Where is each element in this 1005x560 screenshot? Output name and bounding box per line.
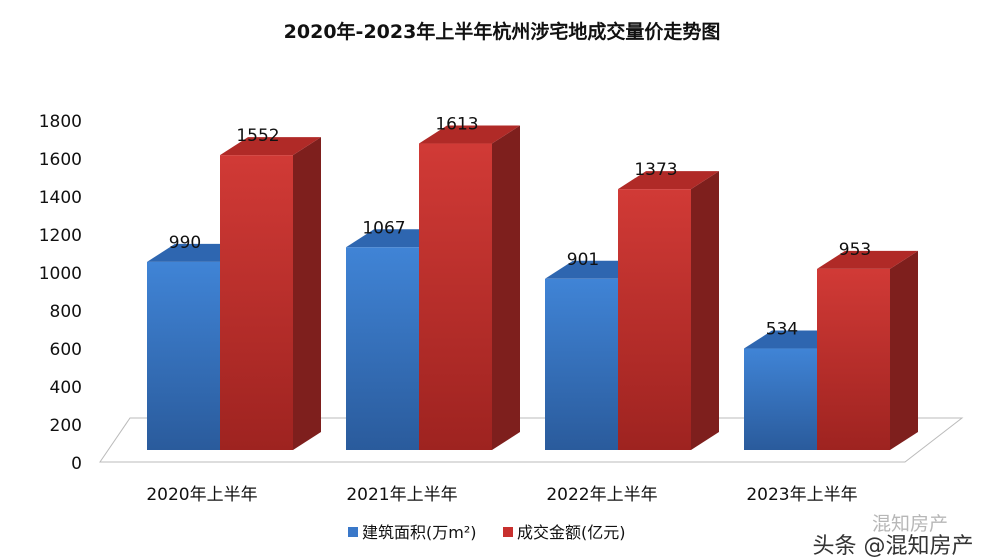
y-tick-label: 400	[50, 378, 82, 398]
data-label: 1067	[362, 218, 405, 238]
data-label: 534	[766, 320, 798, 340]
y-tick-label: 1400	[39, 188, 82, 208]
watermark-line2: 头条 @混知房产	[813, 534, 974, 559]
bar	[419, 143, 492, 450]
legend-label: 建筑面积(万m²)	[362, 523, 477, 542]
bar-side	[890, 250, 918, 450]
bar-side	[492, 125, 520, 450]
data-label: 953	[839, 240, 871, 260]
bar-top	[618, 171, 719, 190]
x-tick-label: 2023年上半年	[746, 485, 857, 505]
y-tick-label: 200	[50, 416, 82, 436]
data-label: 1552	[236, 126, 279, 146]
data-label: 901	[567, 250, 599, 270]
bar-top	[419, 125, 520, 144]
bar-side	[293, 137, 321, 450]
x-tick-label: 2022年上半年	[546, 485, 657, 505]
chart-title: 2020年-2023年上半年杭州涉宅地成交量价走势图	[284, 20, 721, 43]
bar	[147, 261, 220, 450]
bar-top	[817, 250, 918, 269]
x-tick-label: 2021年上半年	[346, 485, 457, 505]
watermark-line1: 混知房产	[872, 513, 948, 535]
data-label: 1373	[634, 160, 677, 180]
y-tick-label: 1800	[39, 112, 82, 132]
legend-swatch	[348, 527, 358, 537]
legend-label: 成交金额(亿元)	[517, 523, 626, 542]
y-tick-label: 1600	[39, 150, 82, 170]
bar	[817, 268, 890, 450]
bar	[545, 278, 618, 450]
y-tick-label: 800	[50, 302, 82, 322]
bar	[744, 348, 817, 450]
bar	[618, 189, 691, 450]
y-tick-label: 0	[71, 454, 82, 474]
data-label: 990	[169, 233, 201, 253]
legend-swatch	[503, 527, 513, 537]
x-tick-label: 2020年上半年	[146, 485, 257, 505]
bar	[346, 247, 419, 450]
bar-top	[220, 137, 321, 156]
data-label: 1613	[435, 115, 478, 135]
y-tick-label: 1000	[39, 264, 82, 284]
y-tick-label: 600	[50, 340, 82, 360]
bar	[220, 155, 293, 450]
bar-side	[691, 171, 719, 450]
y-tick-label: 1200	[39, 226, 82, 246]
